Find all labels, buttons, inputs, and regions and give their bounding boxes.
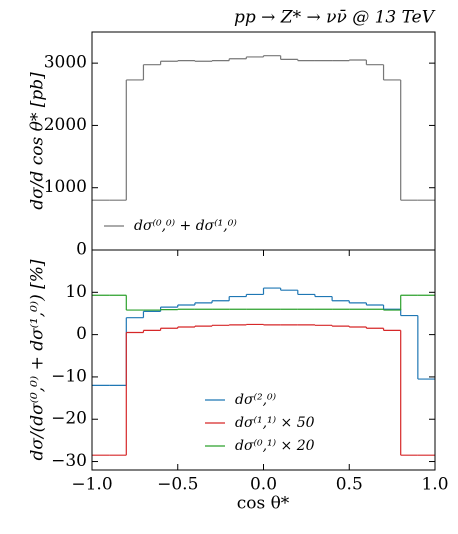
x-axis-label: cos θ* xyxy=(237,494,290,514)
x-tick-label: −1.0 xyxy=(71,475,112,495)
x-tick-label: 0.5 xyxy=(336,475,363,495)
y-tick-label: −30 xyxy=(51,451,87,471)
y-tick-label: 1000 xyxy=(44,177,87,197)
y-tick-label: −20 xyxy=(51,409,87,429)
x-tick-label: 0.0 xyxy=(250,475,277,495)
y-axis-label: dσ/(dσ⁽⁰,⁰⁾ + dσ⁽¹,⁰⁾) [%] xyxy=(28,259,48,460)
x-tick-label: −0.5 xyxy=(157,475,198,495)
legend-label: dσ⁽⁰,¹⁾ × 20 xyxy=(235,438,315,454)
y-tick-label: 2000 xyxy=(44,115,87,135)
legend-label: dσ⁽²,⁰⁾ xyxy=(235,392,277,408)
y-tick-label: 3000 xyxy=(44,53,87,73)
y-tick-label: 0 xyxy=(76,324,87,344)
y-axis-label: dσ/d cos θ* [pb] xyxy=(28,72,48,210)
y-tick-label: −10 xyxy=(51,366,87,386)
legend-label: dσ⁽¹,¹⁾ × 50 xyxy=(235,415,315,431)
y-tick-label: 0 xyxy=(76,240,87,260)
y-tick-label: 10 xyxy=(65,282,87,302)
chart-title: pp → Z* → νν̄ @ 13 TeV xyxy=(234,8,436,28)
x-tick-label: 1.0 xyxy=(421,475,448,495)
plot-frame xyxy=(91,249,436,471)
legend-label: dσ⁽⁰,⁰⁾ + dσ⁽¹,⁰⁾ xyxy=(134,218,237,234)
